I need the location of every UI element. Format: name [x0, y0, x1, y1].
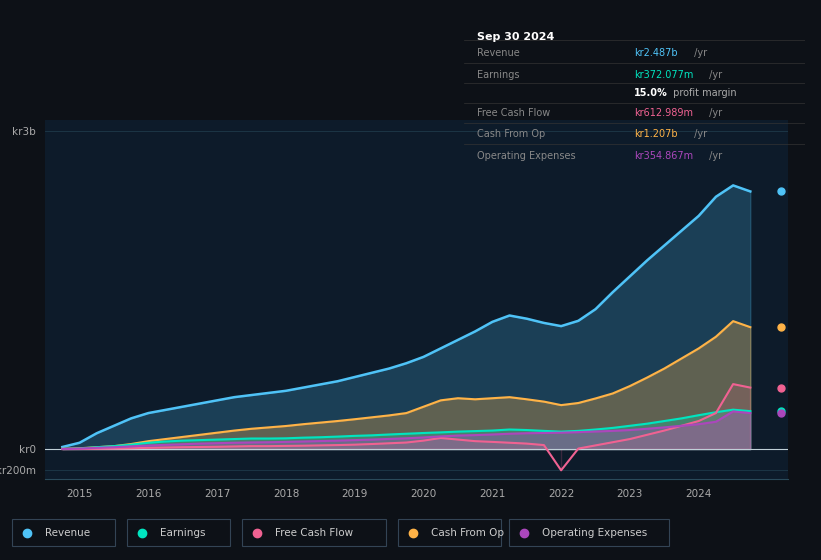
Text: Sep 30 2024: Sep 30 2024: [478, 32, 555, 41]
Text: Free Cash Flow: Free Cash Flow: [275, 528, 353, 538]
Text: Earnings: Earnings: [478, 69, 520, 80]
Text: Operating Expenses: Operating Expenses: [478, 151, 576, 161]
Text: Revenue: Revenue: [45, 528, 90, 538]
Text: Free Cash Flow: Free Cash Flow: [478, 108, 551, 118]
Text: kr1.207b: kr1.207b: [635, 129, 678, 139]
Text: 15.0%: 15.0%: [635, 88, 668, 98]
Text: kr372.077m: kr372.077m: [635, 69, 694, 80]
Text: kr612.989m: kr612.989m: [635, 108, 693, 118]
Text: /yr: /yr: [706, 151, 722, 161]
Text: Earnings: Earnings: [160, 528, 205, 538]
Text: Operating Expenses: Operating Expenses: [542, 528, 647, 538]
Text: /yr: /yr: [691, 129, 708, 139]
Text: Cash From Op: Cash From Op: [478, 129, 546, 139]
Text: /yr: /yr: [706, 108, 722, 118]
Text: kr354.867m: kr354.867m: [635, 151, 694, 161]
Text: Cash From Op: Cash From Op: [431, 528, 504, 538]
Text: profit margin: profit margin: [670, 88, 736, 98]
Text: Revenue: Revenue: [478, 48, 521, 58]
Text: kr2.487b: kr2.487b: [635, 48, 678, 58]
Text: /yr: /yr: [706, 69, 722, 80]
Text: /yr: /yr: [691, 48, 708, 58]
